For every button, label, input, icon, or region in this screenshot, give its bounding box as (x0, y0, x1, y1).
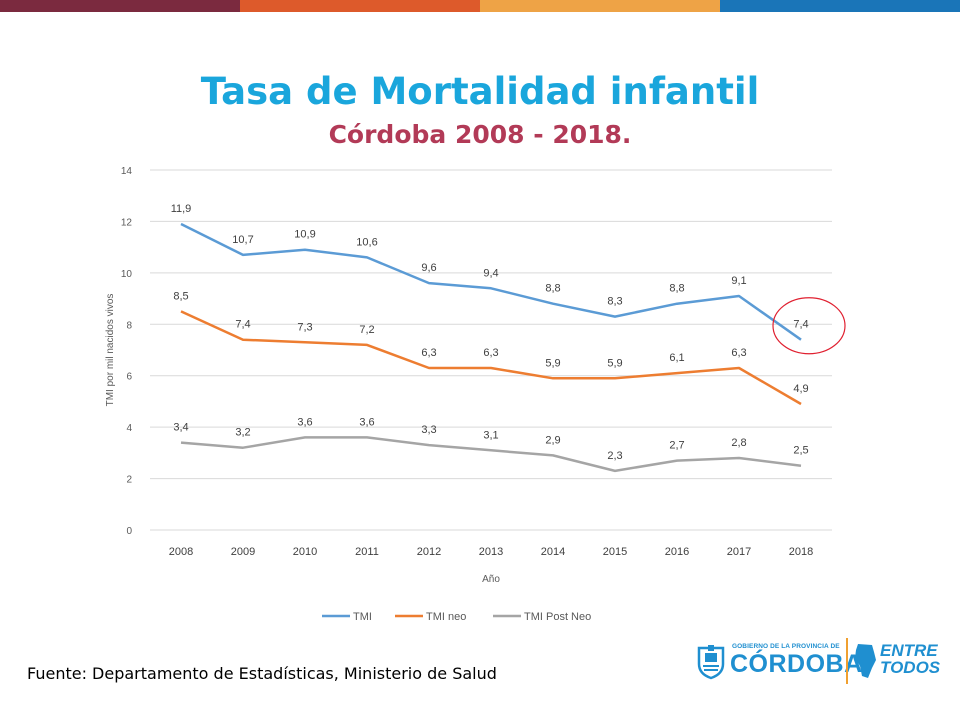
data-label: 3,6 (297, 416, 312, 428)
page-subtitle: Córdoba 2008 - 2018. (328, 120, 632, 149)
data-label: 9,4 (483, 267, 498, 279)
data-label: 10,7 (232, 234, 253, 246)
data-label: 9,1 (731, 275, 746, 287)
data-label: 2,9 (545, 434, 560, 446)
data-label: 7,2 (359, 324, 374, 336)
data-label: 3,4 (173, 422, 188, 434)
data-label: 2,7 (669, 440, 684, 452)
province-map-icon (855, 644, 876, 678)
province-shield-icon (697, 645, 725, 680)
data-label: 6,1 (669, 352, 684, 364)
data-label: 3,6 (359, 416, 374, 428)
x-tick-label: 2014 (541, 546, 565, 558)
series-line-tmi (180, 222, 802, 341)
data-label: 6,3 (483, 347, 498, 359)
y-tick-label: 2 (126, 475, 132, 486)
data-label: 5,9 (545, 357, 560, 369)
x-tick-label: 2012 (417, 546, 441, 558)
data-label: 8,8 (545, 283, 560, 295)
x-tick-label: 2011 (355, 546, 379, 558)
data-label: 9,6 (421, 262, 436, 274)
x-tick-label: 2015 (603, 546, 627, 558)
data-label: 10,9 (294, 229, 315, 241)
page-title: Tasa de Mortalidad infantil (200, 70, 760, 113)
top-color-bar (0, 0, 960, 12)
data-label: 2,3 (607, 450, 622, 462)
logo-government-text: GOBIERNO DE LA PROVINCIA DE (732, 643, 840, 650)
x-tick-label: 2018 (789, 546, 813, 558)
data-label: 3,1 (483, 429, 498, 441)
data-label: 7,4 (793, 319, 808, 331)
data-label: 6,3 (421, 347, 436, 359)
source-note: Fuente: Departamento de Estadísticas, Mi… (27, 664, 497, 683)
highlight-circle (772, 297, 846, 355)
data-label: 6,3 (731, 347, 746, 359)
x-tick-label: 2008 (169, 546, 193, 558)
legend-label: TMI (353, 611, 372, 623)
legend-label: TMI neo (426, 611, 466, 623)
logo-slogan: ENTRE TODOS (880, 642, 940, 676)
x-axis-title: Año (482, 574, 500, 585)
y-tick-label: 0 (126, 526, 132, 537)
y-tick-label: 6 (126, 372, 132, 383)
legend-label: TMI Post Neo (524, 611, 591, 623)
top-bar-segment-2 (240, 0, 480, 12)
top-bar-segment-1 (0, 0, 240, 12)
data-label: 8,8 (669, 283, 684, 295)
logo-slogan-line-1: ENTRE (880, 641, 938, 660)
data-label: 7,4 (235, 319, 250, 331)
data-label: 2,8 (731, 437, 746, 449)
x-tick-label: 2010 (293, 546, 317, 558)
top-bar-segment-4 (720, 0, 960, 12)
data-label: 8,5 (173, 290, 188, 302)
x-tick-label: 2013 (479, 546, 503, 558)
data-label: 2,5 (793, 445, 808, 457)
logo-slogan-line-2: TODOS (880, 658, 941, 677)
x-tick-label: 2017 (727, 546, 751, 558)
data-label: 5,9 (607, 357, 622, 369)
y-tick-label: 14 (121, 166, 133, 177)
x-tick-label: 2009 (231, 546, 255, 558)
data-label: 3,3 (421, 424, 436, 436)
data-label: 10,6 (356, 236, 377, 248)
y-tick-label: 4 (126, 423, 132, 434)
y-tick-label: 8 (126, 320, 132, 331)
data-label: 7,3 (297, 321, 312, 333)
y-tick-label: 12 (121, 217, 133, 228)
logo-province-name: CÓRDOBA (730, 650, 863, 678)
government-logo: GOBIERNO DE LA PROVINCIA DE CÓRDOBA ENTR… (692, 636, 942, 686)
logo-divider (846, 638, 848, 684)
data-label: 11,9 (171, 203, 192, 215)
top-bar-segment-3 (480, 0, 720, 12)
data-label: 8,3 (607, 296, 622, 308)
y-tick-label: 10 (121, 269, 133, 280)
data-label: 3,2 (235, 427, 250, 439)
series-line-tmi-post-neo (180, 436, 802, 473)
x-tick-label: 2016 (665, 546, 689, 558)
y-axis-title: TMI por mil nacidos vivos (105, 294, 116, 407)
data-label: 4,9 (793, 383, 808, 395)
